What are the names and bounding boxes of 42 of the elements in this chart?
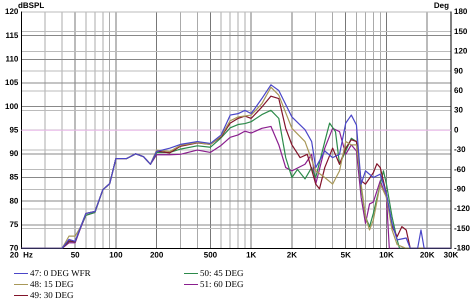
x-tick-label: 10K [379, 250, 394, 260]
y-tick-label: 120 [4, 7, 19, 16]
y2-tick-label: 180 [454, 7, 468, 16]
y2-tick-label: 30 [454, 106, 464, 115]
y-tick-label: 95 [9, 125, 19, 134]
x-tick-label: 50 [70, 250, 80, 260]
x-tick-label: 20K [420, 250, 435, 260]
y2-tick-label: -180 [454, 244, 471, 253]
y2-tick-label: -150 [454, 224, 471, 233]
y-tick-label: 100 [4, 102, 19, 111]
y2-tick-label: -120 [454, 204, 471, 214]
legend-label: 50: 45 DEG [199, 268, 244, 279]
y2-tick-label: 150 [454, 26, 468, 36]
legend-label: 48: 15 DEG [29, 279, 74, 290]
x-tick-label: 1K [246, 250, 257, 260]
legend-label: 49: 30 DEG [29, 290, 74, 301]
y2-axis-title: Deg [434, 1, 450, 10]
y2-tick-label: -30 [454, 145, 466, 154]
x-tick-label: 20 Hz [10, 250, 33, 260]
y2-tick-label: 60 [454, 86, 464, 96]
y-tick-label: 110 [5, 54, 19, 64]
y-tick-label: 70 [9, 244, 19, 253]
x-tick-label: 5K [340, 250, 352, 260]
y-tick-label: 90 [9, 149, 19, 158]
x-tick-label: 200 [150, 250, 164, 260]
legend-label: 47: 0 DEG WFR [29, 268, 92, 279]
y2-tick-label: -60 [454, 164, 466, 174]
y-tick-label: 105 [4, 78, 19, 88]
x-tick-label: 100 [109, 250, 124, 260]
y2-tick-label: -90 [454, 184, 466, 194]
y-axis-title: dBSPL [18, 1, 44, 10]
y-tick-label: 80 [9, 196, 19, 206]
x-tick-label: 500 [204, 250, 218, 260]
y2-tick-label: 120 [454, 46, 468, 56]
y2-tick-label: 0 [454, 125, 459, 134]
x-tick-label: 2K [286, 250, 298, 260]
y-tick-label: 115 [5, 30, 19, 40]
x-tick-label: 30K [444, 250, 459, 260]
y2-tick-label: 90 [454, 66, 464, 76]
y-tick-label: 85 [9, 172, 19, 182]
legend-label: 51: 60 DEG [199, 279, 244, 290]
y-tick-label: 75 [9, 220, 19, 229]
